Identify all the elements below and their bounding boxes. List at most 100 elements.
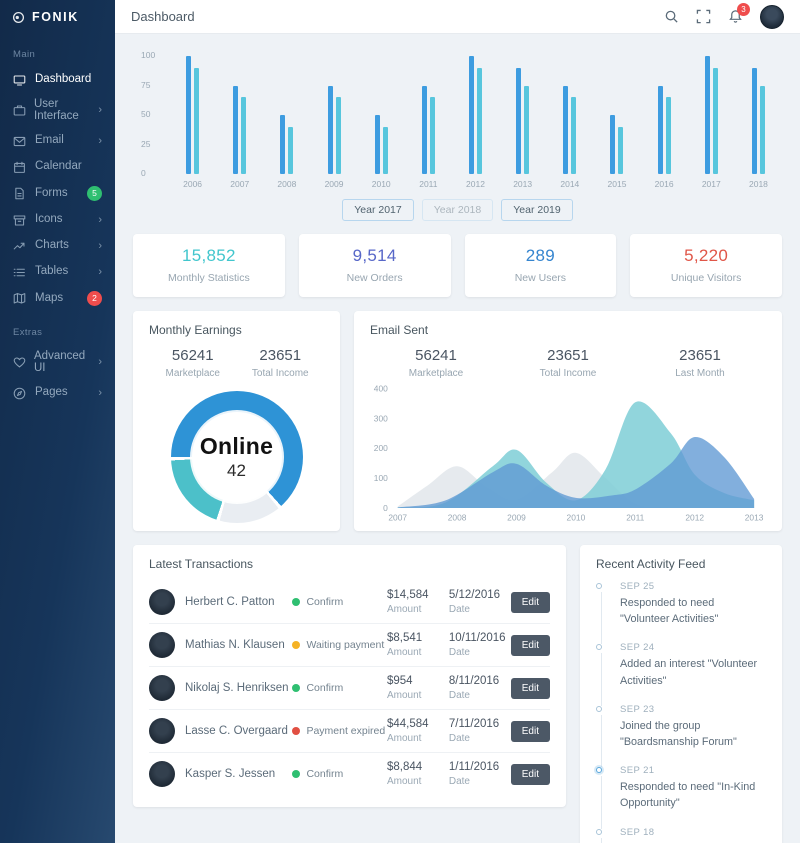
bar-group: 2007 (216, 56, 263, 190)
sidebar-badge: 5 (87, 186, 102, 201)
panel-title: Monthly Earnings (149, 323, 242, 337)
edit-button[interactable]: Edit (510, 763, 550, 785)
sidebar-item-label: Email (35, 134, 64, 147)
bottom-panels-row: Latest Transactions Herbert C. Patton Con… (133, 545, 782, 843)
amount-label: Amount (386, 733, 422, 744)
sidebar-item-maps[interactable]: Maps 2 (0, 285, 115, 312)
avatar (149, 761, 175, 787)
bar-pair (280, 56, 294, 174)
x-axis-label: 2011 (419, 179, 438, 189)
bar-group: 2011 (405, 56, 452, 190)
bar (233, 85, 239, 174)
bar-pair (610, 56, 624, 174)
bar (759, 85, 765, 174)
sidebar-item-icons[interactable]: Icons › (0, 207, 115, 233)
sidebar-item-charts[interactable]: Charts › (0, 233, 115, 259)
bar-group: 2010 (358, 56, 405, 190)
amount-value: $44,584 (386, 718, 429, 730)
feed-date: SEP 21 (620, 765, 655, 777)
monitor-icon (13, 73, 27, 87)
sidebar-item-label: Forms (35, 186, 68, 199)
bar (288, 126, 294, 174)
sidebar-item-dashboard[interactable]: Dashboard (0, 67, 115, 93)
nav-section-label: Extras (13, 327, 43, 338)
edit-button[interactable]: Edit (510, 677, 550, 699)
x-axis-label: 2010 (371, 179, 391, 189)
bar-group: 2013 (499, 56, 546, 190)
transaction-amount: $8,844 Amount (387, 761, 449, 787)
mini-stat-value: 56241 (415, 347, 457, 364)
page-title: Dashboard (131, 9, 195, 24)
sidebar-item-pages[interactable]: Pages › (0, 380, 115, 406)
sidebar-item-advanced-ui[interactable]: Advanced UI › (0, 345, 115, 380)
bar (241, 97, 247, 174)
transaction-amount: $44,584 Amount (387, 718, 449, 744)
transaction-amount: $8,541 Amount (387, 632, 449, 658)
status-dot-icon (292, 641, 301, 649)
date-label: Date (448, 604, 470, 615)
chevron-right-icon: › (98, 134, 102, 147)
status-text: Confirm (306, 768, 344, 780)
notifications-bell-icon[interactable]: 3 (728, 3, 750, 24)
amount-value: $8,844 (386, 761, 423, 773)
amount-label: Amount (386, 690, 422, 701)
sidebar-item-tables[interactable]: Tables › (0, 259, 115, 285)
status-text: Confirm (306, 596, 344, 608)
mini-stat-label: Marketplace (408, 368, 464, 379)
mail-icon (13, 134, 27, 148)
transaction-date: 10/11/2016 Date (449, 632, 511, 658)
trending-up-icon (13, 239, 27, 253)
sidebar-item-email[interactable]: Email › (0, 128, 115, 154)
user-avatar[interactable] (760, 4, 784, 29)
bar-pair (516, 56, 530, 174)
bar (618, 126, 624, 174)
x-axis-label: 2009 (507, 513, 526, 522)
dashboard-content: 0 25 50 75 100 2006 2007 2008 2009 2010 2011 2012 20… (115, 34, 800, 843)
topbar-icons: 3 (664, 3, 784, 29)
stat-value: 9,514 (352, 246, 397, 265)
feed-item: SEP 21 Responded to need "In-Kind Opportu… (596, 765, 766, 829)
year-button-year-2017[interactable]: Year 2017 (342, 199, 414, 221)
edit-button[interactable]: Edit (510, 634, 550, 656)
sidebar-item-forms[interactable]: Forms 5 (0, 180, 115, 207)
amount-label: Amount (386, 647, 422, 658)
y-axis-tick: 50 (141, 109, 151, 119)
x-axis-label: 2008 (277, 179, 297, 189)
y-axis-tick: 0 (383, 504, 388, 513)
table-row: Kasper S. Jessen Confirm $8,844 Amount 1/11/… (149, 752, 550, 795)
overview-section: 0 25 50 75 100 2006 2007 2008 2009 2010 2011 2012 20… (133, 42, 782, 221)
sidebar-item-user-interface[interactable]: User Interface › (0, 93, 115, 128)
status-dot-icon (292, 727, 301, 735)
search-icon[interactable] (664, 9, 679, 24)
timeline-dot-icon (596, 705, 602, 712)
sidebar-item-calendar[interactable]: Calendar (0, 154, 115, 180)
fullscreen-icon[interactable] (696, 9, 711, 24)
x-axis-label: 2011 (626, 513, 645, 522)
status-dot-icon (292, 770, 301, 778)
transaction-date: 8/11/2016 Date (449, 675, 511, 701)
mini-stat-marketplace: 56241 Marketplace (149, 347, 237, 379)
topbar: Dashboard 3 (115, 0, 800, 34)
x-axis-label: 2012 (466, 179, 485, 189)
y-axis-tick: 0 (141, 168, 146, 178)
bar-group: 2009 (310, 56, 357, 190)
avatar (149, 589, 175, 615)
feed-item: SEP 18Created need "Volunteer Activities… (596, 827, 766, 843)
bar-pair (186, 56, 200, 174)
sidebar-item-label: Pages (35, 386, 68, 399)
amount-value: $954 (386, 675, 413, 687)
x-axis-label: 2007 (230, 179, 250, 189)
mini-stat-value: 23651 (547, 347, 589, 364)
bar (469, 56, 475, 174)
bar-pair (657, 56, 671, 174)
mini-stat-label: Total Income (251, 368, 309, 379)
edit-button[interactable]: Edit (510, 720, 550, 742)
stat-card-monthly-statistics: 15,852 Monthly Statistics (133, 234, 285, 297)
year-button-year-2019[interactable]: Year 2019 (501, 199, 573, 221)
logo[interactable]: FONIK (0, 0, 115, 34)
edit-button[interactable]: Edit (510, 591, 550, 613)
sidebar: FONIK Main Dashboard User Interface › Email ›… (0, 0, 115, 843)
sidebar-item-label: Icons (35, 213, 63, 226)
feed-date: SEP 25 (620, 581, 655, 592)
year-button-year-2018[interactable]: Year 2018 (421, 199, 494, 221)
